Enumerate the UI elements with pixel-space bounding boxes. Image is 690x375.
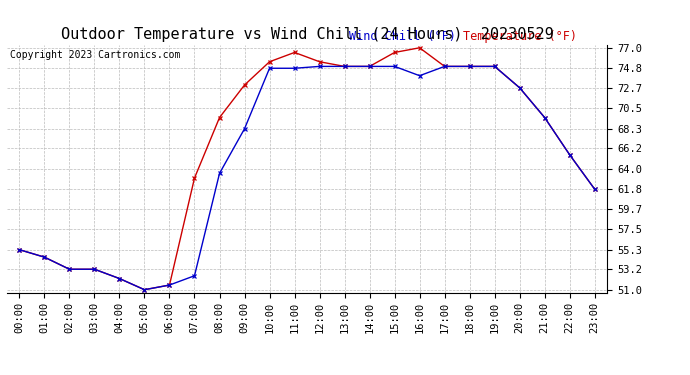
Text: Wind Chill (°F): Wind Chill (°F) xyxy=(349,30,456,42)
Title: Outdoor Temperature vs Wind Chill (24 Hours)  20230529: Outdoor Temperature vs Wind Chill (24 Ho… xyxy=(61,27,553,42)
Text: Temperature (°F): Temperature (°F) xyxy=(463,30,577,42)
Text: Copyright 2023 Cartronics.com: Copyright 2023 Cartronics.com xyxy=(10,50,180,60)
